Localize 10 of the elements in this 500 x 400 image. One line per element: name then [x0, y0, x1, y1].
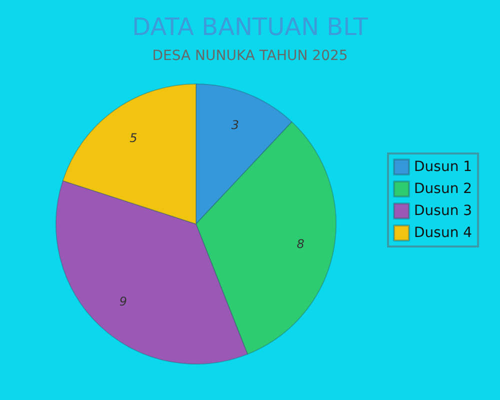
chart-title: DATA BANTUAN BLT	[132, 13, 368, 41]
data-label: 9	[119, 294, 127, 309]
legend-label: Dusun 1	[414, 159, 472, 175]
legend-label: Dusun 4	[414, 225, 472, 241]
legend-label: Dusun 2	[414, 181, 472, 197]
data-label: 5	[130, 130, 138, 145]
data-label: 8	[296, 236, 305, 251]
chart-subtitle: DESA NUNUKA TAHUN 2025	[152, 48, 348, 64]
data-label: 3	[231, 118, 239, 132]
legend-label: Dusun 3	[414, 203, 472, 219]
